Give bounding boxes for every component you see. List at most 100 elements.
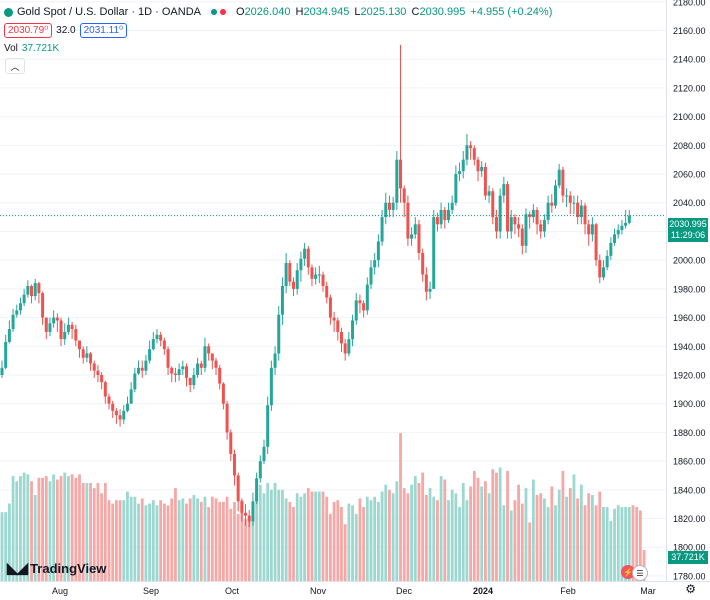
volume-bar [74, 477, 78, 581]
volume-bar [188, 498, 192, 581]
price-tick-label: 1880.00 [673, 428, 706, 438]
volume-legend[interactable]: Vol 37.721K [4, 43, 59, 54]
candle-body [384, 202, 388, 218]
candle-body [125, 403, 129, 411]
tradingview-logo[interactable]: ◣◢ TradingView [7, 559, 106, 577]
volume-bars [0, 433, 646, 581]
candle-body [598, 260, 602, 278]
volume-bar [144, 505, 148, 581]
price-tick-label: 1940.00 [673, 342, 706, 352]
price-tick-label: 2040.00 [673, 198, 706, 208]
volume-bar [199, 501, 203, 581]
candle-body [63, 331, 67, 340]
flag-us-icon[interactable]: ☰ [632, 565, 648, 581]
volume-bar [517, 484, 520, 581]
market-status[interactable] [207, 8, 230, 16]
volume-bar [487, 493, 491, 581]
candle-body [269, 367, 273, 406]
volume-bar [524, 488, 528, 581]
candle-body [295, 270, 299, 289]
candle-body [284, 263, 288, 286]
price-tick-label: 2180.00 [673, 0, 706, 7]
candle-body [151, 339, 155, 350]
candle-body [48, 323, 52, 332]
price-tick-label: 1800.00 [673, 543, 706, 553]
candle-body [137, 367, 141, 374]
volume-bar [107, 500, 111, 581]
buy-button[interactable]: 2031.11⁰ [79, 23, 128, 38]
open-label: O [236, 6, 245, 18]
volume-bar [321, 491, 325, 581]
chart-header: Gold Spot / U.S. Dollar · 1D · OANDA O 20… [4, 3, 554, 21]
earnings-icon[interactable]: ⚡ [621, 565, 635, 579]
data-delay-icon [220, 9, 226, 15]
volume-bar [133, 496, 137, 581]
symbol-title[interactable]: Gold Spot / U.S. Dollar · 1D · OANDA [17, 6, 201, 18]
volume-bar [314, 491, 318, 581]
candle-body [587, 224, 591, 235]
candle-body [74, 329, 78, 341]
time-tick-label: Mar [640, 586, 656, 596]
volume-bar [236, 513, 240, 581]
volume-bar [210, 496, 214, 581]
volume-bar [288, 501, 292, 581]
high-value: 2034.945 [303, 6, 350, 18]
candle-body [454, 174, 458, 203]
candle-body [550, 202, 554, 206]
candle-body [443, 209, 447, 220]
candle-body [557, 169, 561, 186]
price-tick-label: 1780.00 [673, 571, 706, 581]
candle-body [502, 184, 506, 196]
price-tick-label: 1820.00 [673, 514, 706, 524]
candle-body [306, 248, 310, 268]
candle-body [539, 224, 543, 232]
candle-body [258, 461, 262, 479]
candle-body [616, 230, 620, 235]
volume-bar [520, 503, 524, 581]
volume-bar [554, 505, 557, 581]
last-price-value: 2030.995 [669, 219, 707, 229]
candle-body [579, 205, 583, 218]
candle-body [77, 340, 81, 350]
candle-body [380, 217, 384, 242]
volume-bar [185, 503, 188, 581]
volume-bar [472, 470, 476, 581]
sell-button[interactable]: 2030.79⁰ [4, 23, 53, 38]
candle-body [277, 314, 281, 354]
price-tick-label: 1960.00 [673, 313, 706, 323]
candlesticks [0, 44, 666, 528]
candle-body [343, 343, 347, 354]
candle-body [395, 159, 399, 203]
change-value: +4.955 (+0.24%) [470, 6, 553, 18]
volume-bar [376, 501, 380, 581]
volume-bar [576, 498, 580, 581]
candle-body [181, 366, 185, 370]
candle-body [59, 320, 63, 340]
volume-bar [502, 505, 506, 581]
time-tick-label: Sep [143, 586, 159, 596]
candle-body [476, 159, 480, 172]
volume-bar [244, 519, 247, 581]
candle-body [18, 303, 22, 311]
candle-body [480, 166, 484, 172]
gear-icon[interactable]: ⚙ [685, 582, 696, 596]
candle-body [498, 195, 502, 232]
candle-body [148, 349, 152, 361]
symbol-legend[interactable]: Gold Spot / U.S. Dollar · 1D · OANDA [4, 6, 207, 18]
candle-body [354, 300, 358, 321]
candle-body [192, 374, 196, 386]
volume-bar [587, 493, 591, 581]
candle-body [262, 446, 266, 462]
time-tick-label: Oct [225, 586, 240, 596]
collapse-legend-button[interactable]: ︿ [5, 58, 25, 74]
time-tick-label: Aug [52, 586, 68, 596]
candle-body [188, 377, 192, 386]
bar-countdown: 11:29:06 [670, 230, 706, 240]
candle-body [332, 317, 336, 321]
volume-bar [329, 513, 332, 581]
candle-body [347, 339, 351, 354]
candle-body [406, 202, 410, 239]
volume-bar [399, 433, 402, 581]
candle-body [299, 258, 303, 271]
